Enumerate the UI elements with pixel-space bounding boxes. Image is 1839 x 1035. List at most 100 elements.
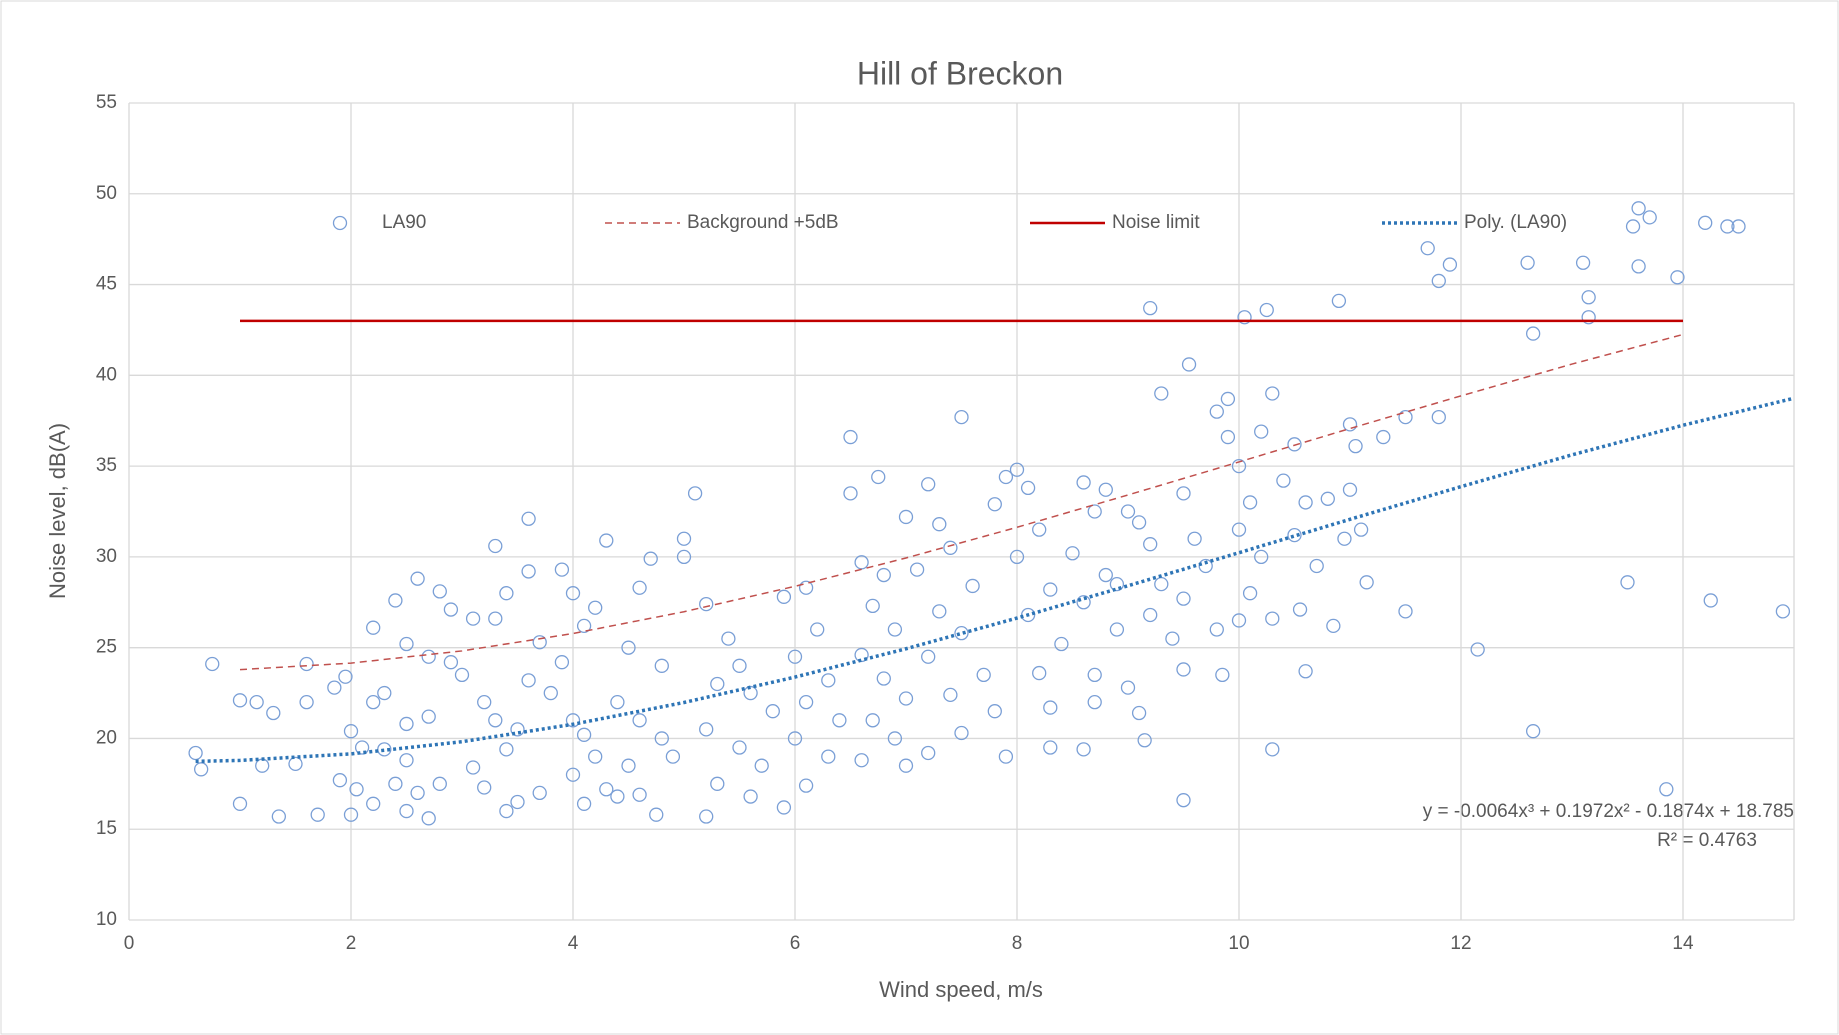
scatter-point (421, 709, 436, 724)
scatter-point (821, 749, 836, 764)
scatter-point (1698, 215, 1713, 230)
scatter-point (1331, 293, 1347, 309)
scatter-point (1259, 302, 1274, 318)
scatter-point (499, 803, 514, 819)
scatter-point (1631, 259, 1646, 274)
legend-label: LA90 (382, 212, 426, 233)
scatter-point (843, 486, 858, 501)
y-tick-label: 10 (96, 909, 117, 930)
scatter-point (349, 782, 364, 797)
scatter-point (188, 745, 203, 761)
y-tick-label: 55 (96, 92, 117, 113)
scatter-point (865, 713, 880, 728)
scatter-point (399, 716, 414, 732)
scatter-point (499, 586, 514, 601)
scatter-point (1359, 575, 1374, 590)
scatter-point (1131, 705, 1147, 721)
scatter-point (1242, 495, 1258, 510)
scatter-point (477, 694, 492, 710)
scatter-point (1298, 664, 1313, 679)
scatter-point (1231, 522, 1247, 537)
legend-label: Poly. (LA90) (1464, 212, 1567, 233)
scatter-point (632, 713, 647, 728)
scatter-point (588, 600, 603, 615)
scatter-point (532, 635, 547, 650)
scatter-point (388, 593, 403, 608)
scatter-point (338, 669, 353, 684)
scatter-point (754, 758, 769, 773)
series-line (195, 396, 1795, 764)
scatter-point (565, 713, 581, 728)
x-tick-label: 8 (1012, 933, 1023, 954)
y-axis-label: Noise level, dB(A) (45, 423, 70, 599)
scatter-point (1087, 504, 1102, 519)
scatter-point (854, 753, 869, 768)
x-tick-label: 2 (346, 933, 357, 954)
scatter-point (1209, 404, 1224, 419)
scatter-point (610, 789, 625, 804)
x-tick-label: 0 (124, 933, 135, 954)
y-tick-label: 30 (96, 546, 117, 567)
scatter-point (1625, 219, 1641, 234)
scatter-point (193, 762, 209, 777)
legend-marker (332, 215, 348, 231)
y-tick-label: 25 (96, 637, 117, 658)
scatter-point (787, 649, 803, 664)
scatter-point (366, 620, 381, 635)
scatter-point (565, 767, 581, 782)
x-axis-label: Wind speed, m/s (879, 977, 1043, 1002)
scatter-point (832, 713, 847, 728)
scatter-point (699, 596, 714, 612)
scatter-point (499, 742, 514, 757)
scatter-point (643, 551, 658, 566)
scatter-point (1020, 480, 1036, 496)
scatter-point (987, 497, 1002, 512)
scatter-point (1154, 386, 1169, 401)
scatter-point (1265, 742, 1280, 757)
scatter-point (921, 745, 936, 761)
scatter-point (399, 636, 414, 652)
y-tick-label: 45 (96, 274, 117, 295)
legend-label: Background +5dB (687, 212, 839, 233)
y-tick-label: 50 (96, 183, 117, 204)
trend-equation: y = -0.0064x³ + 0.1972x² - 0.1874x + 18.… (1423, 801, 1794, 822)
scatter-point (1276, 473, 1291, 488)
scatter-point (1176, 486, 1191, 501)
scatter-point (887, 622, 903, 637)
scatter-point (1181, 357, 1197, 372)
scatter-point (377, 685, 392, 701)
scatter-point (865, 598, 880, 614)
scatter-point (965, 578, 980, 594)
scatter-point (1470, 642, 1485, 657)
scatter-point (205, 656, 220, 672)
scatter-point (327, 680, 342, 695)
scatter-point (699, 809, 714, 824)
scatter-point (1642, 210, 1657, 225)
scatter-point (1720, 219, 1735, 234)
scatter-point (1215, 667, 1230, 683)
scatter-point (1076, 742, 1091, 757)
trend-r-squared: R² = 0.4763 (1657, 830, 1757, 851)
scatter-point (1575, 255, 1591, 270)
scatter-point (443, 655, 459, 670)
scatter-point (854, 555, 869, 570)
scatter-point (388, 776, 403, 791)
scatter-point (421, 811, 436, 826)
scatter-point (1143, 537, 1158, 552)
scatter-point (1065, 546, 1080, 561)
scatter-point (343, 807, 359, 822)
scatter-point (588, 749, 603, 764)
scatter-point (987, 704, 1002, 719)
scatter-point (299, 656, 314, 672)
scatter-point (798, 694, 814, 710)
scatter-point (366, 694, 381, 710)
scatter-point (1143, 607, 1158, 623)
scatter-point (1098, 567, 1113, 583)
scatter-point (610, 694, 625, 710)
scatter-point (249, 694, 264, 710)
scatter-point (1581, 290, 1596, 305)
scatter-point (421, 649, 436, 664)
scatter-point (1098, 482, 1113, 497)
scatter-point (909, 562, 925, 577)
